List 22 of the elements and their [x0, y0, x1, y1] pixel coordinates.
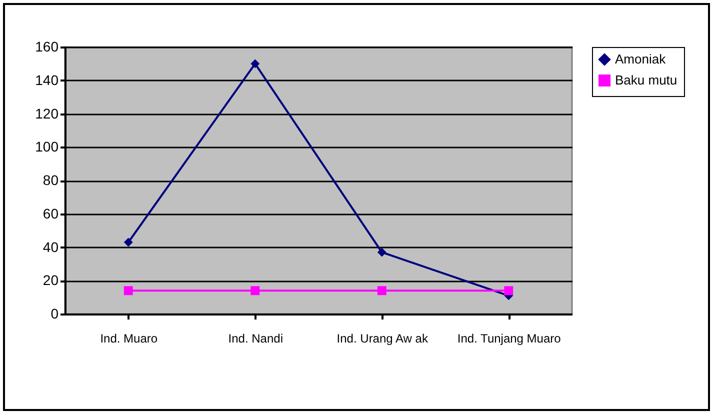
y-tick-label: 60 — [42, 205, 59, 222]
legend-label: Baku mutu — [615, 72, 678, 88]
point — [250, 286, 260, 296]
x-tick-label: Ind. Muaro — [100, 332, 158, 346]
x-tick-label: Ind. Nandi — [228, 332, 283, 346]
y-tick-label: 100 — [35, 138, 59, 155]
point — [124, 238, 133, 247]
y-tick-label: 40 — [42, 238, 59, 255]
point — [377, 248, 386, 257]
x-tick-label: Ind. Urang Aw ak — [336, 332, 429, 346]
y-tick-label: 140 — [35, 72, 59, 88]
point — [377, 286, 386, 296]
y-tick-label: 160 — [35, 38, 59, 54]
legend-label: Amoniak — [615, 52, 666, 66]
point — [504, 286, 514, 296]
y-tick-label: 20 — [42, 272, 59, 288]
y-tick-label: 80 — [42, 172, 59, 188]
point — [250, 59, 260, 68]
y-tick-label: 0 — [50, 306, 59, 322]
point — [124, 286, 133, 296]
y-tick-label: 120 — [35, 105, 59, 122]
x-tick-label: Ind. Tunjang Muaro — [457, 332, 562, 346]
